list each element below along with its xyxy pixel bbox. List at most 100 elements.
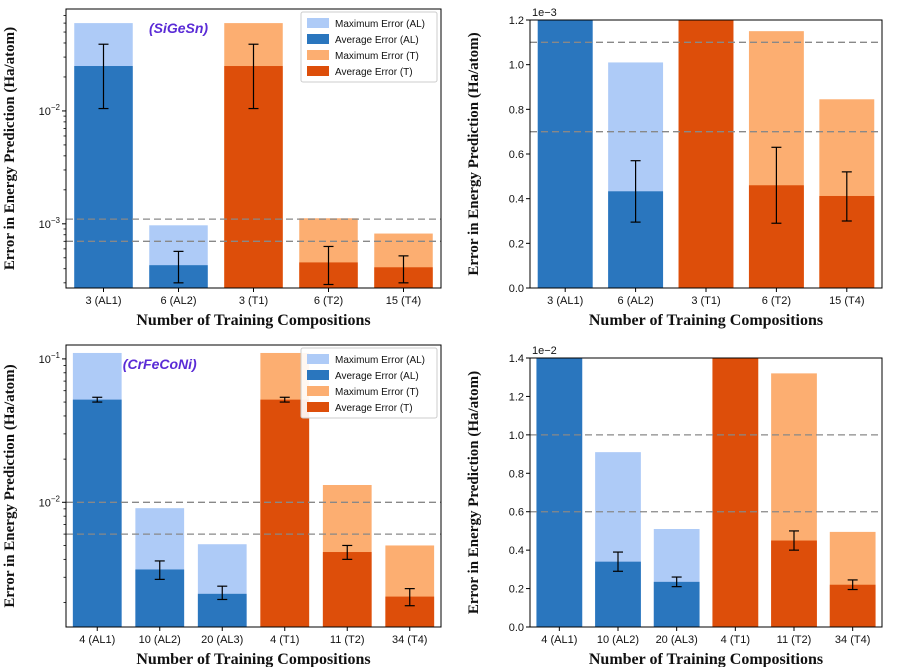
- panel-title: (SiGeSn): [149, 20, 208, 36]
- y-axis-title: Error in Energy Prediction (Ha/atom): [466, 32, 482, 275]
- legend-swatch: [307, 370, 329, 380]
- avg-error-bar: [322, 552, 372, 627]
- panel-title: (CrFeCoNi): [123, 356, 197, 372]
- x-tick-label: 3 (AL1): [85, 295, 121, 307]
- axis-multiplier: 1e−3: [532, 7, 557, 19]
- legend-swatch: [307, 18, 329, 28]
- legend-swatch: [307, 354, 329, 364]
- x-tick-label: 3 (T1): [691, 295, 720, 307]
- avg-error-bar: [595, 561, 641, 627]
- y-tick-label: 0.8: [509, 468, 524, 480]
- y-tick-base: 10: [39, 497, 51, 509]
- avg-error-bar: [536, 358, 583, 627]
- y-tick-label: 0.4: [509, 545, 524, 557]
- legend-label: Average Error (AL): [335, 371, 419, 382]
- avg-error-bar: [829, 584, 876, 627]
- y-tick-label: 0.6: [509, 149, 524, 161]
- y-tick-label: 0.2: [509, 238, 524, 250]
- x-axis-title: Number of Training Compositions: [589, 312, 823, 329]
- x-tick-label: 34 (T4): [835, 634, 870, 646]
- legend-swatch: [307, 386, 329, 396]
- y-tick-label: 0.8: [509, 104, 524, 116]
- axis-multiplier: 1e−2: [532, 345, 557, 357]
- x-tick-label: 4 (AL1): [79, 634, 115, 646]
- x-tick-label: 4 (T1): [270, 634, 299, 646]
- y-tick-label: 0.4: [509, 194, 524, 206]
- legend-box: [300, 11, 438, 83]
- legend-label: Average Error (T): [335, 403, 413, 414]
- y-tick-label: 1.0: [509, 430, 524, 442]
- plot-frame: [65, 8, 442, 289]
- y-tick-exponent: −2: [51, 103, 61, 112]
- x-tick-label: 4 (AL1): [541, 634, 577, 646]
- legend-label: Maximum Error (T): [335, 387, 419, 398]
- x-tick-label: 3 (AL1): [547, 295, 583, 307]
- y-tick-label: 0.2: [509, 584, 524, 596]
- y-tick-label: 10−2: [39, 103, 61, 118]
- y-axis-title: Error in Energy Prediction (Ha/atom): [466, 371, 482, 614]
- x-tick-label: 34 (T4): [392, 634, 427, 646]
- y-tick-label: 1.2: [509, 15, 524, 27]
- legend-label: Average Error (T): [335, 67, 413, 78]
- y-tick-exponent: −1: [51, 351, 61, 360]
- legend-label: Maximum Error (AL): [335, 355, 425, 366]
- x-tick-label: 6 (T2): [762, 295, 791, 307]
- x-tick-label: 15 (T4): [829, 295, 864, 307]
- y-tick-label: 1.2: [509, 391, 524, 403]
- legend: Maximum Error (AL) Average Error (AL) Maxi…: [300, 347, 438, 419]
- x-axis-title: Number of Training Compositions: [136, 651, 370, 667]
- plot-frame: [529, 357, 883, 628]
- panel-2: 3 (AL1) 6 (AL2) 3 (T1) 6 (T2) 15 (T4) 0.0 0.2 0…: [466, 7, 883, 329]
- x-tick-label: 11 (T2): [777, 634, 812, 646]
- avg-error-bar: [712, 358, 759, 627]
- x-axis-title: Number of Training Compositions: [589, 651, 823, 667]
- x-tick-label: 10 (AL2): [597, 634, 639, 646]
- y-tick-exponent: −3: [51, 216, 61, 225]
- x-tick-label: 6 (AL2): [160, 295, 196, 307]
- y-tick-label: 10−2: [39, 494, 61, 509]
- panel-1: 3 (AL1) 6 (AL2) 3 (T1) 6 (T2) 15 (T4)10−310−…: [2, 8, 442, 329]
- y-tick-label: 1.0: [509, 60, 524, 72]
- x-tick-label: 10 (AL2): [139, 634, 181, 646]
- x-tick-label: 6 (AL2): [618, 295, 654, 307]
- x-tick-label: 3 (T1): [239, 295, 268, 307]
- avg-error-bar: [653, 581, 700, 627]
- panel-3: 4 (AL1) 10 (AL2) 20 (AL3) 4 (T1) 11 (T2) 34 (…: [2, 344, 442, 667]
- x-axis-title: Number of Training Compositions: [136, 312, 370, 329]
- x-tick-label: 4 (T1): [721, 634, 750, 646]
- legend-box: [300, 347, 438, 419]
- y-axis-title: Error in Energy Prediction (Ha/atom): [2, 27, 18, 270]
- x-tick-label: 11 (T2): [330, 634, 365, 646]
- avg-error-bar: [260, 399, 310, 627]
- legend-swatch: [307, 402, 329, 412]
- avg-error-bar: [537, 20, 593, 288]
- avg-error-bar: [72, 399, 122, 627]
- legend-label: Maximum Error (T): [335, 51, 419, 62]
- x-tick-label: 20 (AL3): [201, 634, 243, 646]
- x-tick-label: 20 (AL3): [656, 634, 698, 646]
- legend-swatch: [307, 34, 329, 44]
- avg-error-bar: [771, 540, 817, 627]
- legend-label: Maximum Error (AL): [335, 19, 425, 30]
- legend: Maximum Error (AL) Average Error (AL) Maxi…: [300, 11, 438, 83]
- y-axis-title: Error in Energy Prediction (Ha/atom): [2, 364, 18, 607]
- y-tick-label: 10−1: [39, 351, 61, 366]
- y-tick-exponent: −2: [51, 494, 61, 503]
- plot-frame: [65, 344, 442, 628]
- y-tick-label: 0.6: [509, 507, 524, 519]
- legend-swatch: [307, 50, 329, 60]
- y-tick-label: 0.0: [509, 283, 524, 295]
- x-tick-label: 6 (T2): [314, 295, 343, 307]
- y-tick-base: 10: [39, 354, 51, 366]
- legend-swatch: [307, 66, 329, 76]
- y-tick-label: 10−3: [39, 216, 61, 231]
- y-tick-base: 10: [39, 106, 51, 118]
- y-tick-label: 1.4: [509, 353, 524, 365]
- x-tick-label: 15 (T4): [386, 295, 421, 307]
- panel-4: 4 (AL1) 10 (AL2) 20 (AL3) 4 (T1) 11 (T2) 34 (…: [466, 345, 883, 667]
- avg-error-bar: [678, 20, 734, 288]
- y-tick-base: 10: [39, 219, 51, 231]
- y-tick-label: 0.0: [509, 622, 524, 634]
- legend-label: Average Error (AL): [335, 35, 419, 46]
